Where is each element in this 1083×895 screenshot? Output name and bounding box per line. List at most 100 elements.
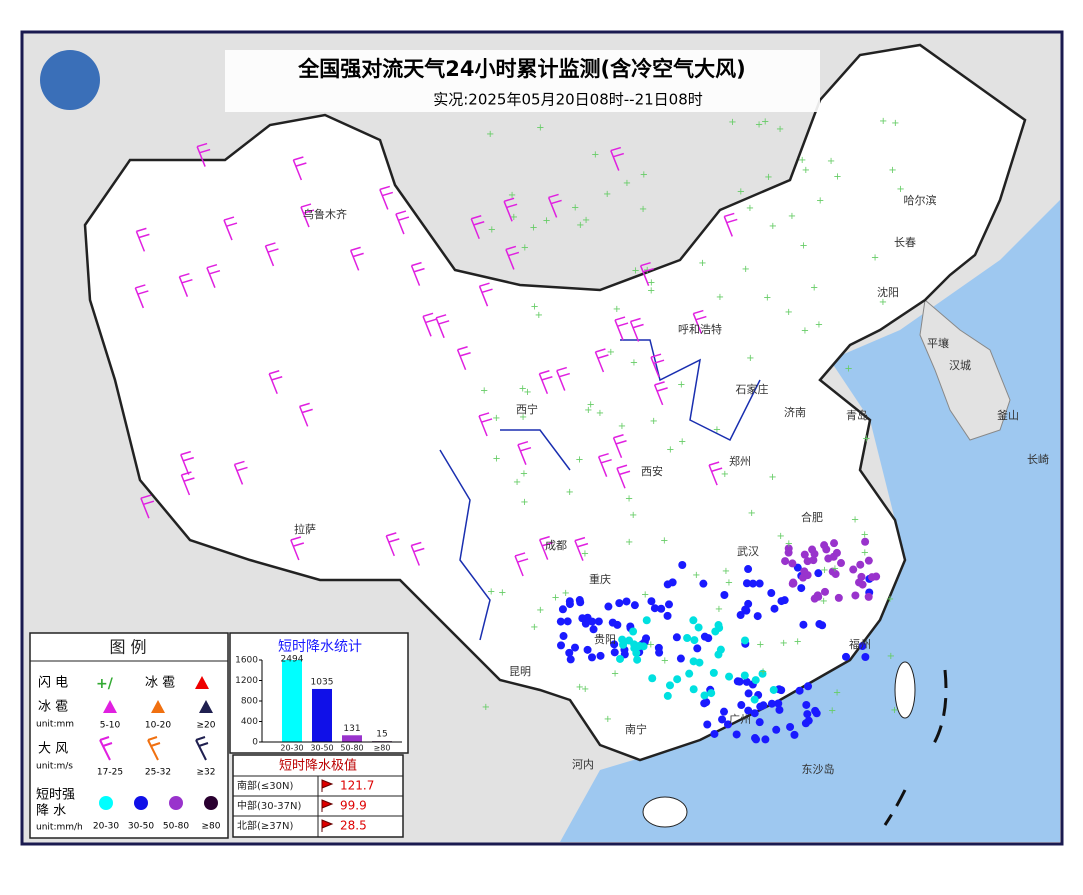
- wind-barb: [650, 353, 665, 378]
- rain-dot: [864, 592, 873, 601]
- rain-dot: [616, 654, 625, 663]
- y-tick-label: 1600: [235, 656, 258, 666]
- rain-dot: [559, 632, 568, 641]
- wind-barb: [538, 535, 553, 560]
- rain-dot: [830, 539, 839, 548]
- city-label: 东沙岛: [802, 762, 835, 776]
- wind-barb: [614, 316, 629, 341]
- city-label: 济南: [784, 405, 806, 419]
- rain-dot: [596, 651, 605, 660]
- rain-dot: [630, 601, 639, 610]
- city-label: 成都: [545, 539, 567, 552]
- rain-dot: [752, 735, 761, 744]
- rain-dot: [689, 685, 698, 694]
- rain-dot: [767, 589, 776, 598]
- city-label: 青岛: [846, 408, 868, 422]
- lightning-mark: +: [799, 240, 807, 251]
- rain-dot: [842, 652, 851, 661]
- rain-dot: [642, 634, 651, 643]
- city-label: 西安: [641, 464, 663, 478]
- lightning-mark: +: [640, 169, 648, 180]
- title: 全国强对流天气24小时累计监测(含冷空气大风): [297, 57, 745, 81]
- lightning-mark: +: [492, 453, 500, 464]
- lightning-mark: +: [763, 293, 771, 304]
- wind-barb: [379, 185, 394, 210]
- lightning-mark: +: [535, 310, 543, 321]
- lightning-mark: +: [613, 304, 621, 315]
- y-tick-label: 0: [252, 738, 258, 748]
- hainan: [642, 796, 688, 828]
- rain-dot: [851, 591, 860, 600]
- rain-dot: [755, 579, 764, 588]
- rain-dot: [800, 567, 809, 576]
- lightning-mark: +: [728, 117, 736, 128]
- lightning-mark: +: [833, 687, 841, 698]
- rain-dot: [750, 709, 759, 718]
- lightning-mark: +: [551, 593, 559, 604]
- value-label: 131: [343, 724, 360, 734]
- lightning-mark: +: [716, 292, 724, 303]
- city-label: 拉萨: [294, 522, 316, 536]
- city-label: 汉城: [949, 359, 971, 372]
- lightning-mark: +: [798, 155, 806, 166]
- rain-dot: [558, 605, 567, 614]
- lightning-mark: +: [746, 353, 754, 364]
- rain-dot: [709, 668, 718, 677]
- rain-dot: [774, 699, 783, 708]
- lightning-mark: +: [520, 469, 528, 480]
- lightning-mark: +: [828, 706, 836, 717]
- lightning-mark: +: [692, 570, 700, 581]
- korea: [919, 299, 1011, 441]
- lightning-mark: +: [521, 242, 529, 253]
- lightning-mark: +: [785, 538, 793, 549]
- wind-symbol: [195, 736, 209, 761]
- city-label: 平壤: [927, 336, 949, 350]
- rain-dot: [744, 706, 753, 715]
- rain-dot: [737, 701, 746, 710]
- rain-dot: [828, 567, 837, 576]
- rain-dot: [856, 560, 865, 569]
- rain-dot: [610, 648, 619, 657]
- value-label: 15: [376, 730, 387, 740]
- rain-dot: [809, 556, 818, 565]
- river-outline: [439, 339, 761, 641]
- rain-dot: [772, 725, 781, 734]
- rain-dot: [837, 559, 846, 568]
- lightning-mark: +: [641, 589, 649, 600]
- rain-dot: [780, 596, 789, 605]
- rain-dot: [557, 641, 566, 650]
- lightning-mark: +: [618, 421, 626, 432]
- legend-wind-unit: unit:m/s: [36, 762, 73, 772]
- y-tick-label: 800: [241, 697, 258, 707]
- wind-barb: [574, 536, 589, 561]
- city-label: 福州: [849, 637, 871, 651]
- city-label: 广州: [729, 713, 751, 726]
- lightning-mark: +: [746, 203, 754, 214]
- rain-dot: [700, 691, 709, 700]
- rain-dot: [769, 685, 778, 694]
- rain-dot: [648, 674, 657, 683]
- rain-dot: [824, 554, 833, 563]
- lightning-mark: +: [530, 622, 538, 633]
- title-bg: [225, 50, 820, 112]
- hail-symbol: [103, 700, 117, 713]
- chart-title: 短时降水统计: [278, 639, 362, 655]
- wind-barb: [597, 452, 612, 477]
- wind-barb: [196, 142, 211, 167]
- rain-dot: [563, 617, 572, 626]
- rain-dot: [665, 681, 674, 690]
- lightning-mark: +: [571, 202, 579, 213]
- lightning-mark: +: [756, 639, 764, 650]
- lightning-mark: +: [650, 416, 658, 427]
- city-label: 重庆: [589, 572, 611, 586]
- lightning-mark: +: [607, 347, 615, 358]
- taiwan: [894, 661, 916, 719]
- rain-level: 20-30: [93, 822, 119, 832]
- hail-symbol: [195, 676, 209, 689]
- rain-dot: [604, 602, 613, 611]
- x-tick-label: 20-30: [280, 744, 303, 753]
- rain-dot: [755, 718, 764, 727]
- x-tick-label: 50-80: [340, 744, 363, 753]
- lightning-mark: +: [536, 605, 544, 616]
- hail-level: ≥20: [197, 721, 216, 731]
